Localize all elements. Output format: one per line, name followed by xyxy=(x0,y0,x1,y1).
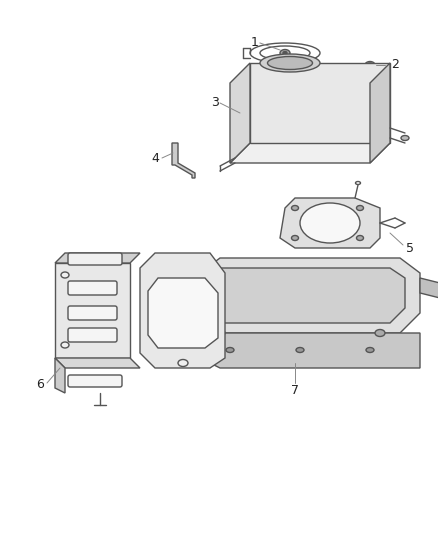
Ellipse shape xyxy=(226,348,234,352)
Ellipse shape xyxy=(357,236,364,240)
Polygon shape xyxy=(230,143,390,163)
Ellipse shape xyxy=(357,206,364,211)
Ellipse shape xyxy=(283,52,287,54)
Polygon shape xyxy=(200,258,420,333)
Ellipse shape xyxy=(292,236,299,240)
Polygon shape xyxy=(172,143,195,178)
Polygon shape xyxy=(230,63,250,163)
Ellipse shape xyxy=(215,329,225,336)
Ellipse shape xyxy=(61,272,69,278)
Ellipse shape xyxy=(268,56,312,69)
Polygon shape xyxy=(55,358,65,393)
Text: 7: 7 xyxy=(291,384,299,397)
Ellipse shape xyxy=(366,348,374,352)
FancyBboxPatch shape xyxy=(68,328,117,342)
Polygon shape xyxy=(55,263,130,358)
Ellipse shape xyxy=(300,203,360,243)
Polygon shape xyxy=(55,358,140,368)
FancyBboxPatch shape xyxy=(68,306,117,320)
FancyBboxPatch shape xyxy=(68,253,122,265)
Polygon shape xyxy=(205,268,405,323)
FancyBboxPatch shape xyxy=(68,281,117,295)
FancyBboxPatch shape xyxy=(68,375,122,387)
Text: 5: 5 xyxy=(406,241,414,254)
Polygon shape xyxy=(370,63,390,163)
Ellipse shape xyxy=(61,342,69,348)
Ellipse shape xyxy=(260,54,320,72)
Ellipse shape xyxy=(292,206,299,211)
Ellipse shape xyxy=(296,348,304,352)
Ellipse shape xyxy=(401,135,409,141)
Polygon shape xyxy=(148,278,218,348)
Polygon shape xyxy=(200,333,420,368)
Ellipse shape xyxy=(178,359,188,367)
Polygon shape xyxy=(250,63,390,143)
Ellipse shape xyxy=(365,61,375,69)
Polygon shape xyxy=(280,198,380,248)
Text: 6: 6 xyxy=(36,378,44,392)
Text: 3: 3 xyxy=(211,96,219,109)
Polygon shape xyxy=(140,253,225,368)
Text: 1: 1 xyxy=(251,36,259,50)
Ellipse shape xyxy=(375,329,385,336)
Text: 2: 2 xyxy=(391,59,399,71)
Polygon shape xyxy=(420,278,438,298)
Polygon shape xyxy=(185,268,200,333)
Text: 4: 4 xyxy=(151,151,159,165)
Polygon shape xyxy=(55,253,140,263)
Ellipse shape xyxy=(280,50,290,56)
